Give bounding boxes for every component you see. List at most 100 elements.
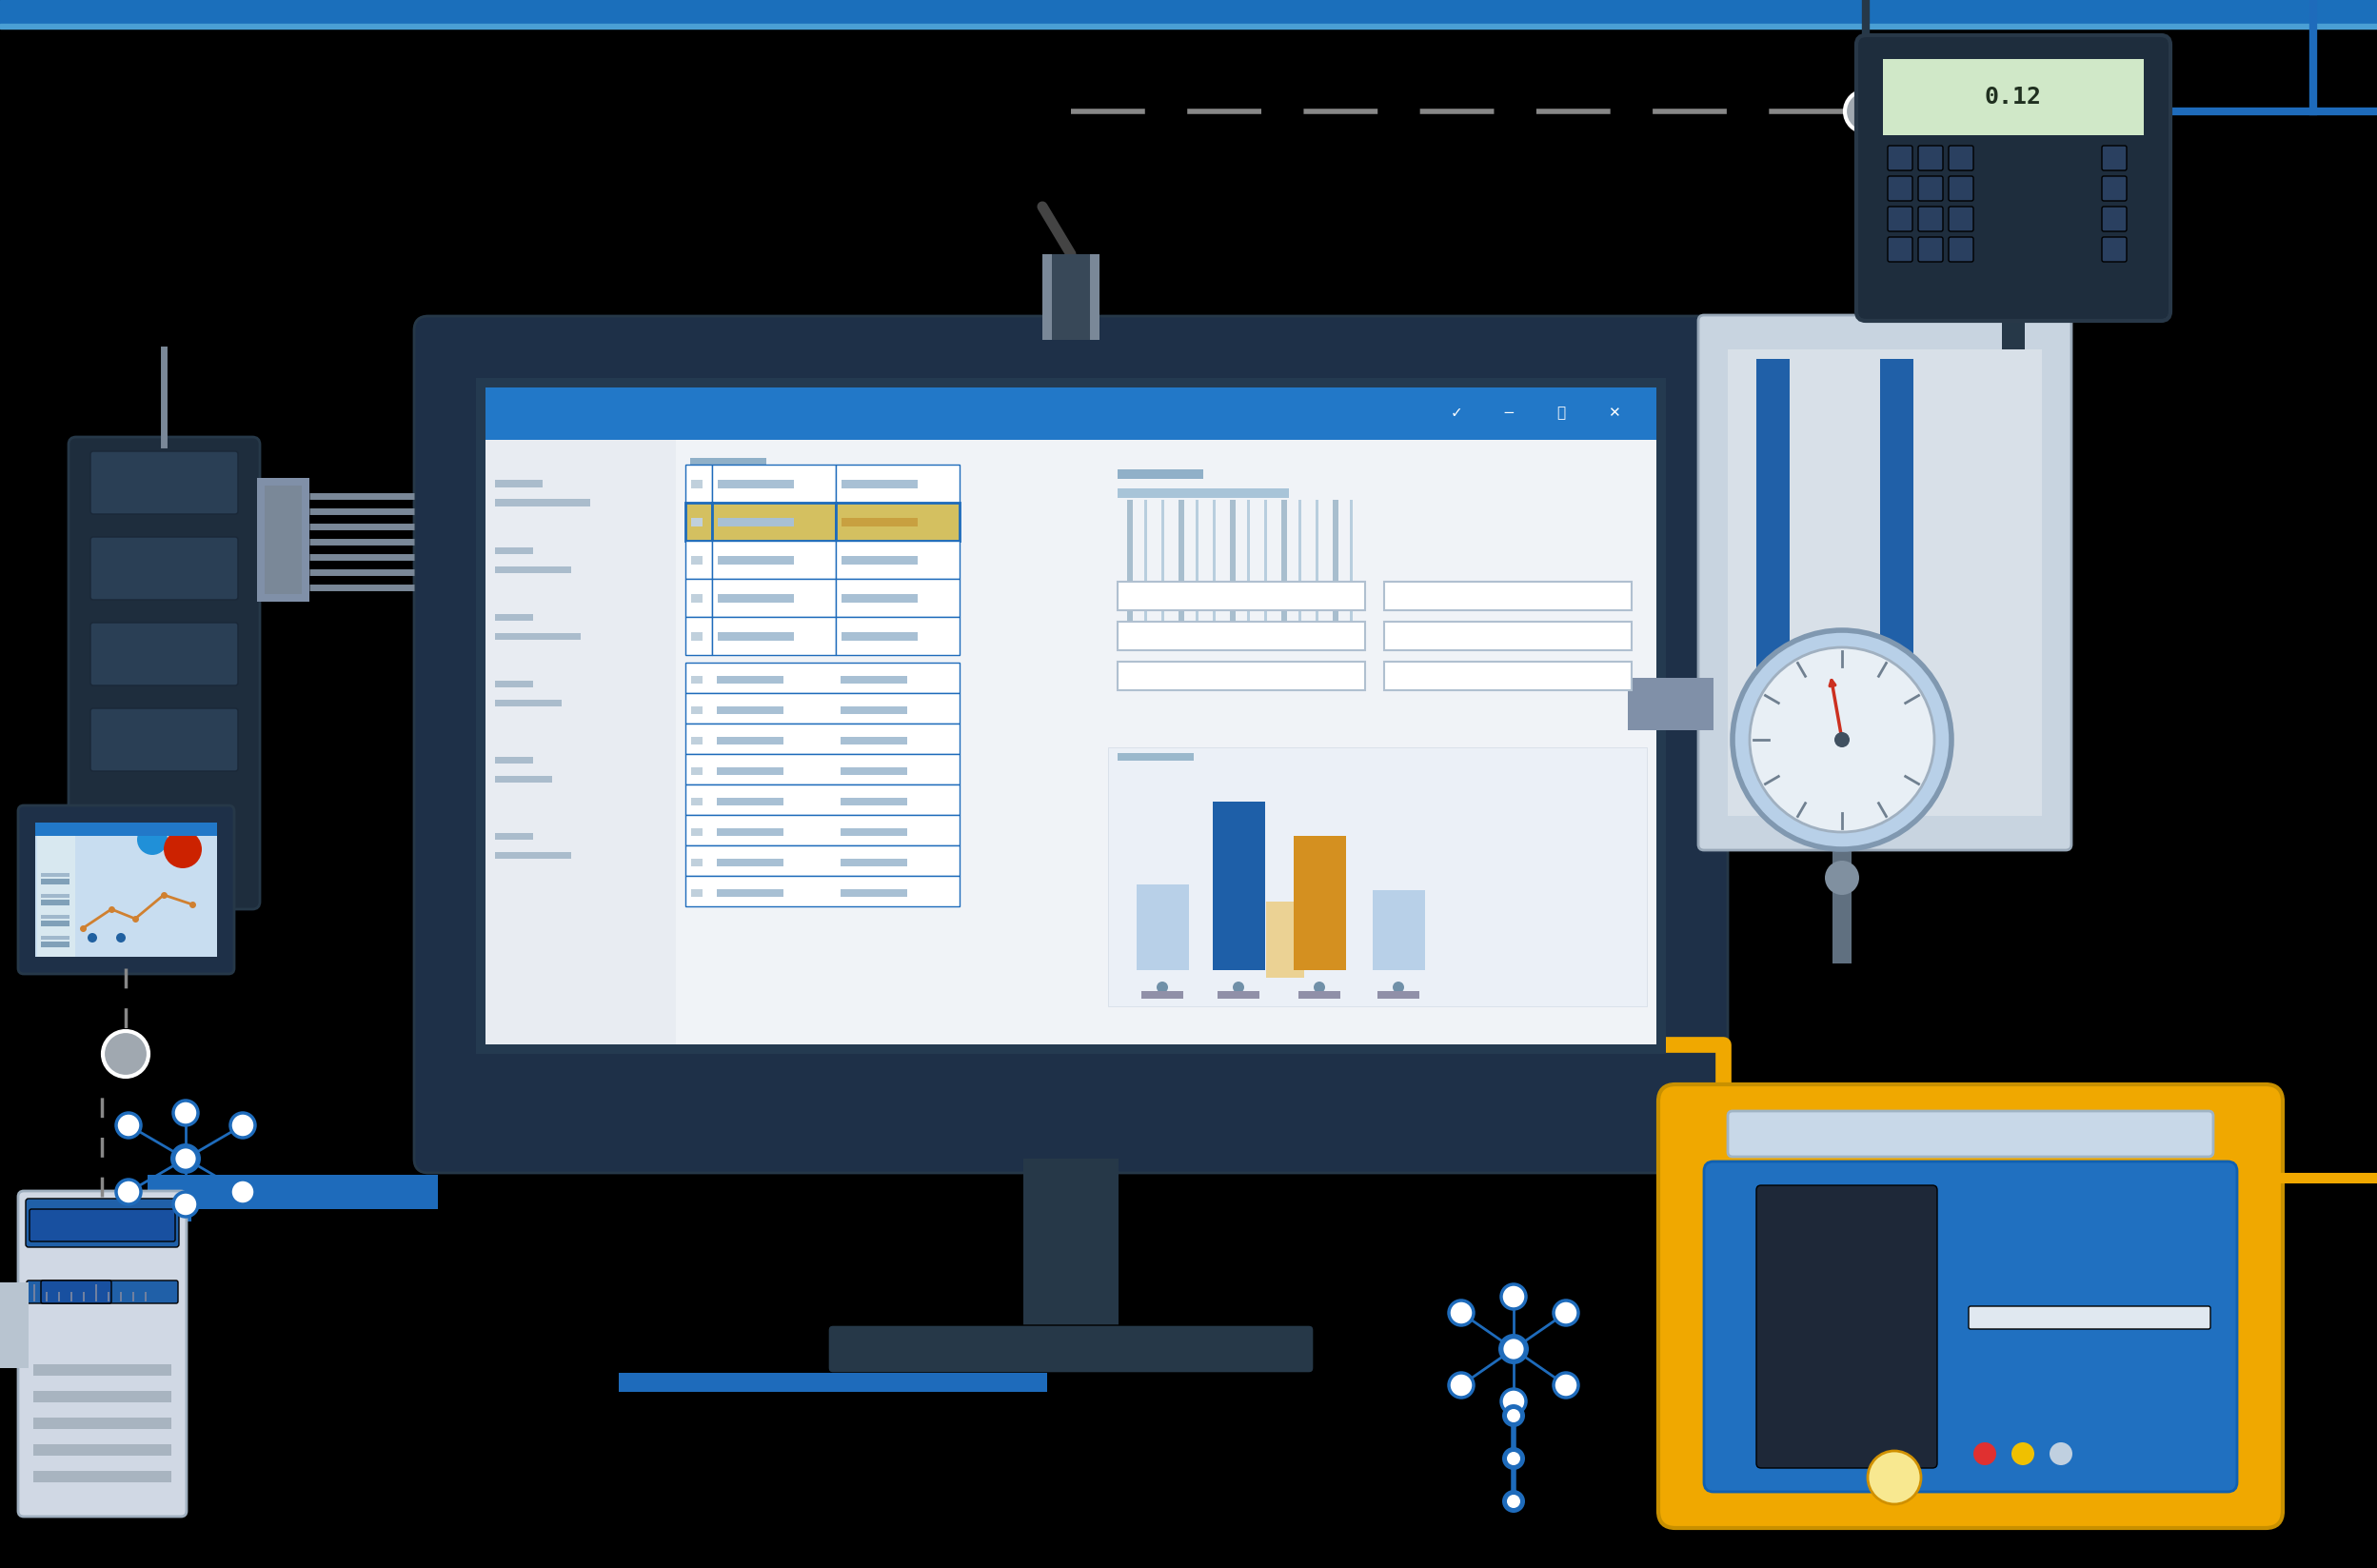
- Bar: [692, 798, 704, 806]
- Bar: [36, 823, 216, 956]
- Bar: [485, 441, 675, 1044]
- Bar: [837, 616, 960, 655]
- Circle shape: [138, 825, 166, 855]
- Bar: [685, 579, 713, 616]
- Bar: [618, 1374, 1048, 1392]
- Bar: [494, 547, 532, 554]
- Bar: [841, 737, 908, 745]
- Bar: [494, 615, 532, 621]
- Bar: [718, 798, 784, 806]
- Text: ✕: ✕: [1607, 406, 1619, 420]
- FancyBboxPatch shape: [26, 1198, 178, 1247]
- Bar: [1217, 991, 1260, 999]
- Bar: [33, 1444, 171, 1455]
- FancyBboxPatch shape: [1949, 146, 1973, 171]
- Bar: [1757, 359, 1790, 797]
- Bar: [685, 845, 960, 877]
- Bar: [841, 594, 918, 602]
- Bar: [692, 594, 704, 602]
- Bar: [0, 1283, 29, 1367]
- FancyBboxPatch shape: [19, 806, 235, 974]
- FancyBboxPatch shape: [414, 317, 1728, 1173]
- Bar: [40, 920, 69, 927]
- Bar: [685, 784, 960, 815]
- Bar: [494, 776, 551, 782]
- Bar: [713, 464, 837, 503]
- Bar: [494, 833, 532, 840]
- FancyBboxPatch shape: [90, 622, 238, 685]
- Circle shape: [1835, 732, 1849, 748]
- Bar: [494, 480, 542, 488]
- Bar: [713, 579, 837, 616]
- Bar: [1143, 500, 1148, 624]
- Bar: [718, 594, 794, 602]
- Bar: [841, 889, 908, 897]
- Bar: [692, 767, 704, 775]
- Circle shape: [1826, 861, 1859, 895]
- Bar: [1248, 500, 1250, 624]
- FancyBboxPatch shape: [1856, 34, 2170, 321]
- Bar: [718, 828, 784, 836]
- Circle shape: [1555, 1300, 1578, 1325]
- Bar: [841, 859, 908, 867]
- Circle shape: [174, 1148, 197, 1170]
- Bar: [1136, 884, 1188, 971]
- Bar: [40, 941, 69, 947]
- Bar: [685, 877, 960, 906]
- Bar: [1333, 500, 1338, 624]
- Circle shape: [1502, 1284, 1526, 1309]
- Circle shape: [1507, 1410, 1521, 1422]
- Circle shape: [88, 933, 97, 942]
- Bar: [692, 889, 704, 897]
- Bar: [1117, 662, 1364, 690]
- Text: ⧉: ⧉: [1557, 406, 1566, 420]
- Bar: [36, 823, 216, 836]
- Bar: [1127, 500, 1134, 624]
- Bar: [692, 737, 704, 745]
- Bar: [494, 757, 532, 764]
- Bar: [1376, 991, 1419, 999]
- Bar: [841, 798, 908, 806]
- Bar: [841, 676, 908, 684]
- FancyBboxPatch shape: [1918, 146, 1942, 171]
- Bar: [1024, 1159, 1120, 1330]
- Bar: [1196, 500, 1198, 624]
- FancyBboxPatch shape: [2101, 237, 2127, 262]
- Bar: [40, 936, 69, 939]
- Bar: [692, 557, 704, 564]
- Bar: [1053, 254, 1091, 340]
- FancyBboxPatch shape: [90, 452, 238, 514]
- Circle shape: [1502, 1490, 1526, 1513]
- FancyBboxPatch shape: [1757, 1185, 1937, 1468]
- Bar: [1212, 500, 1215, 624]
- Bar: [475, 378, 1666, 1054]
- Bar: [713, 616, 837, 655]
- Bar: [1298, 500, 1300, 624]
- Bar: [1383, 662, 1631, 690]
- Bar: [713, 503, 837, 541]
- FancyBboxPatch shape: [1659, 1085, 2282, 1527]
- Bar: [841, 480, 918, 488]
- Bar: [1383, 621, 1631, 651]
- Bar: [692, 480, 704, 488]
- Bar: [837, 503, 960, 541]
- FancyBboxPatch shape: [26, 1281, 178, 1303]
- Bar: [841, 828, 908, 836]
- Bar: [1141, 991, 1184, 999]
- Text: −: −: [1502, 406, 1514, 420]
- Bar: [1267, 902, 1305, 978]
- Bar: [841, 557, 918, 564]
- Circle shape: [1749, 648, 1935, 833]
- FancyBboxPatch shape: [1949, 207, 1973, 232]
- Text: ✓: ✓: [1450, 406, 1462, 420]
- Bar: [692, 676, 704, 684]
- FancyBboxPatch shape: [19, 1192, 185, 1516]
- Bar: [1314, 500, 1319, 624]
- Bar: [692, 859, 704, 867]
- Bar: [38, 836, 76, 956]
- Bar: [33, 1391, 171, 1402]
- Bar: [40, 878, 69, 884]
- FancyBboxPatch shape: [90, 709, 238, 771]
- Bar: [1728, 350, 2042, 815]
- Circle shape: [1555, 1374, 1578, 1397]
